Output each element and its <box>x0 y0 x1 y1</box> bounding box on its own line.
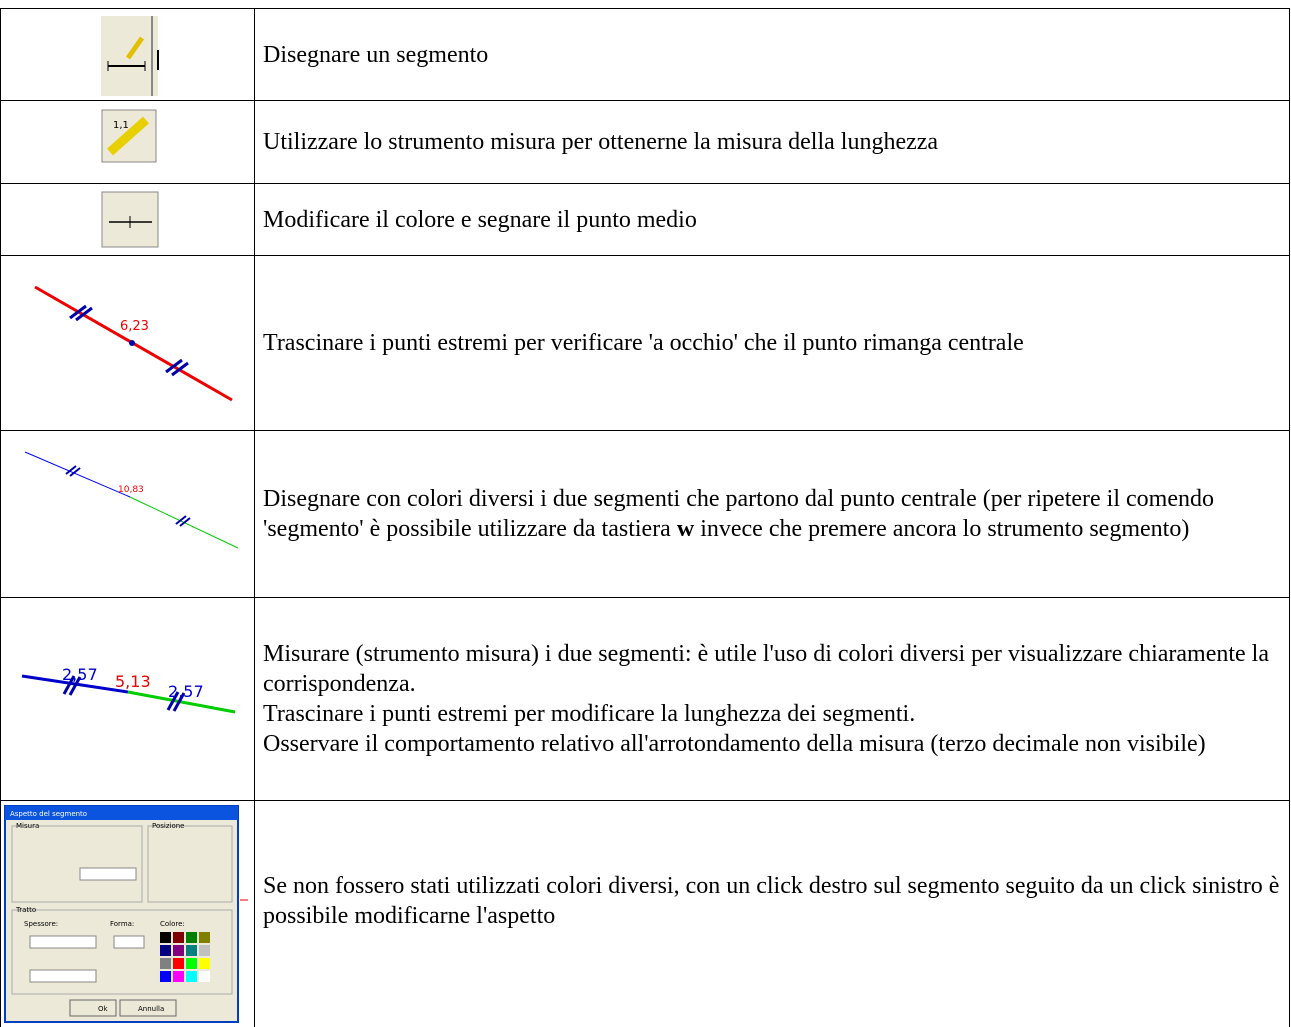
button-label: Ok <box>98 1005 109 1013</box>
table-borders <box>0 8 1290 1027</box>
text: Trascinare i punti estremi per verificar… <box>263 330 1024 356</box>
measure-label: 5,13 <box>115 672 151 691</box>
button-label: Annulla <box>138 1005 164 1013</box>
segment-drawing: 6,23 <box>34 285 233 402</box>
icon-label: 1,1 <box>113 120 129 131</box>
text: Disegnare con colori diversi i due segme… <box>263 484 1283 544</box>
row-text: Misurare (strumento misura) i due segmen… <box>263 598 1283 800</box>
text: Osservare il comportamento relativo all'… <box>263 731 1206 757</box>
measure-label: 2,57 <box>168 682 204 701</box>
measure-label: 2,57 <box>62 665 98 684</box>
text: Utilizzare lo strumento misura per otten… <box>263 129 939 155</box>
key: w <box>676 516 695 542</box>
row-text: Utilizzare lo strumento misura per otten… <box>263 101 1283 183</box>
measured-segments-drawing: 2,57 5,13 2,57 <box>21 665 236 714</box>
text: Se non fossero stati utilizzati colori d… <box>263 873 1280 929</box>
midpoint-tool-icon <box>101 191 159 248</box>
text: invece che premere ancora lo strumento s… <box>694 516 1190 542</box>
dialog-title: Aspetto del segmento <box>10 810 87 818</box>
text: Modificare il colore e segnare il punto … <box>263 206 697 233</box>
measure-label: 6,23 <box>120 319 149 334</box>
group-label: Tratto <box>15 906 36 914</box>
color-swatches <box>160 932 210 982</box>
row-text: Disegnare con colori diversi i due segme… <box>263 431 1283 597</box>
field-label: Spessore: <box>24 920 58 928</box>
row-text: Modificare il colore e segnare il punto … <box>263 184 1283 255</box>
group-label: Posizione <box>152 822 185 830</box>
field-label: Forma: <box>110 920 134 928</box>
text: Disegnare con colori diversi i due segme… <box>263 486 1214 542</box>
row-text: Disegnare un segmento <box>263 9 1283 100</box>
segment-tool-icon <box>99 16 159 96</box>
row-text: Trascinare i punti estremi per verificar… <box>263 256 1283 430</box>
field-label: Colore: <box>160 920 185 928</box>
text: Misurare (strumento misura) i due segmen… <box>263 641 1269 697</box>
measure-tool-icon: 1,1 <box>101 109 157 163</box>
dialog-screenshot: Aspetto del segmento Misura Posizione Tr… <box>4 805 248 1023</box>
two-segments-drawing: 10,83 <box>24 451 239 549</box>
group-label: Misura <box>16 822 39 830</box>
text: Disegnare un segmento <box>263 41 489 68</box>
row-text: Se non fossero stati utilizzati colori d… <box>263 801 1283 1001</box>
measure-label: 10,83 <box>118 485 144 495</box>
text: Trascinare i punti estremi per modificar… <box>263 701 916 727</box>
